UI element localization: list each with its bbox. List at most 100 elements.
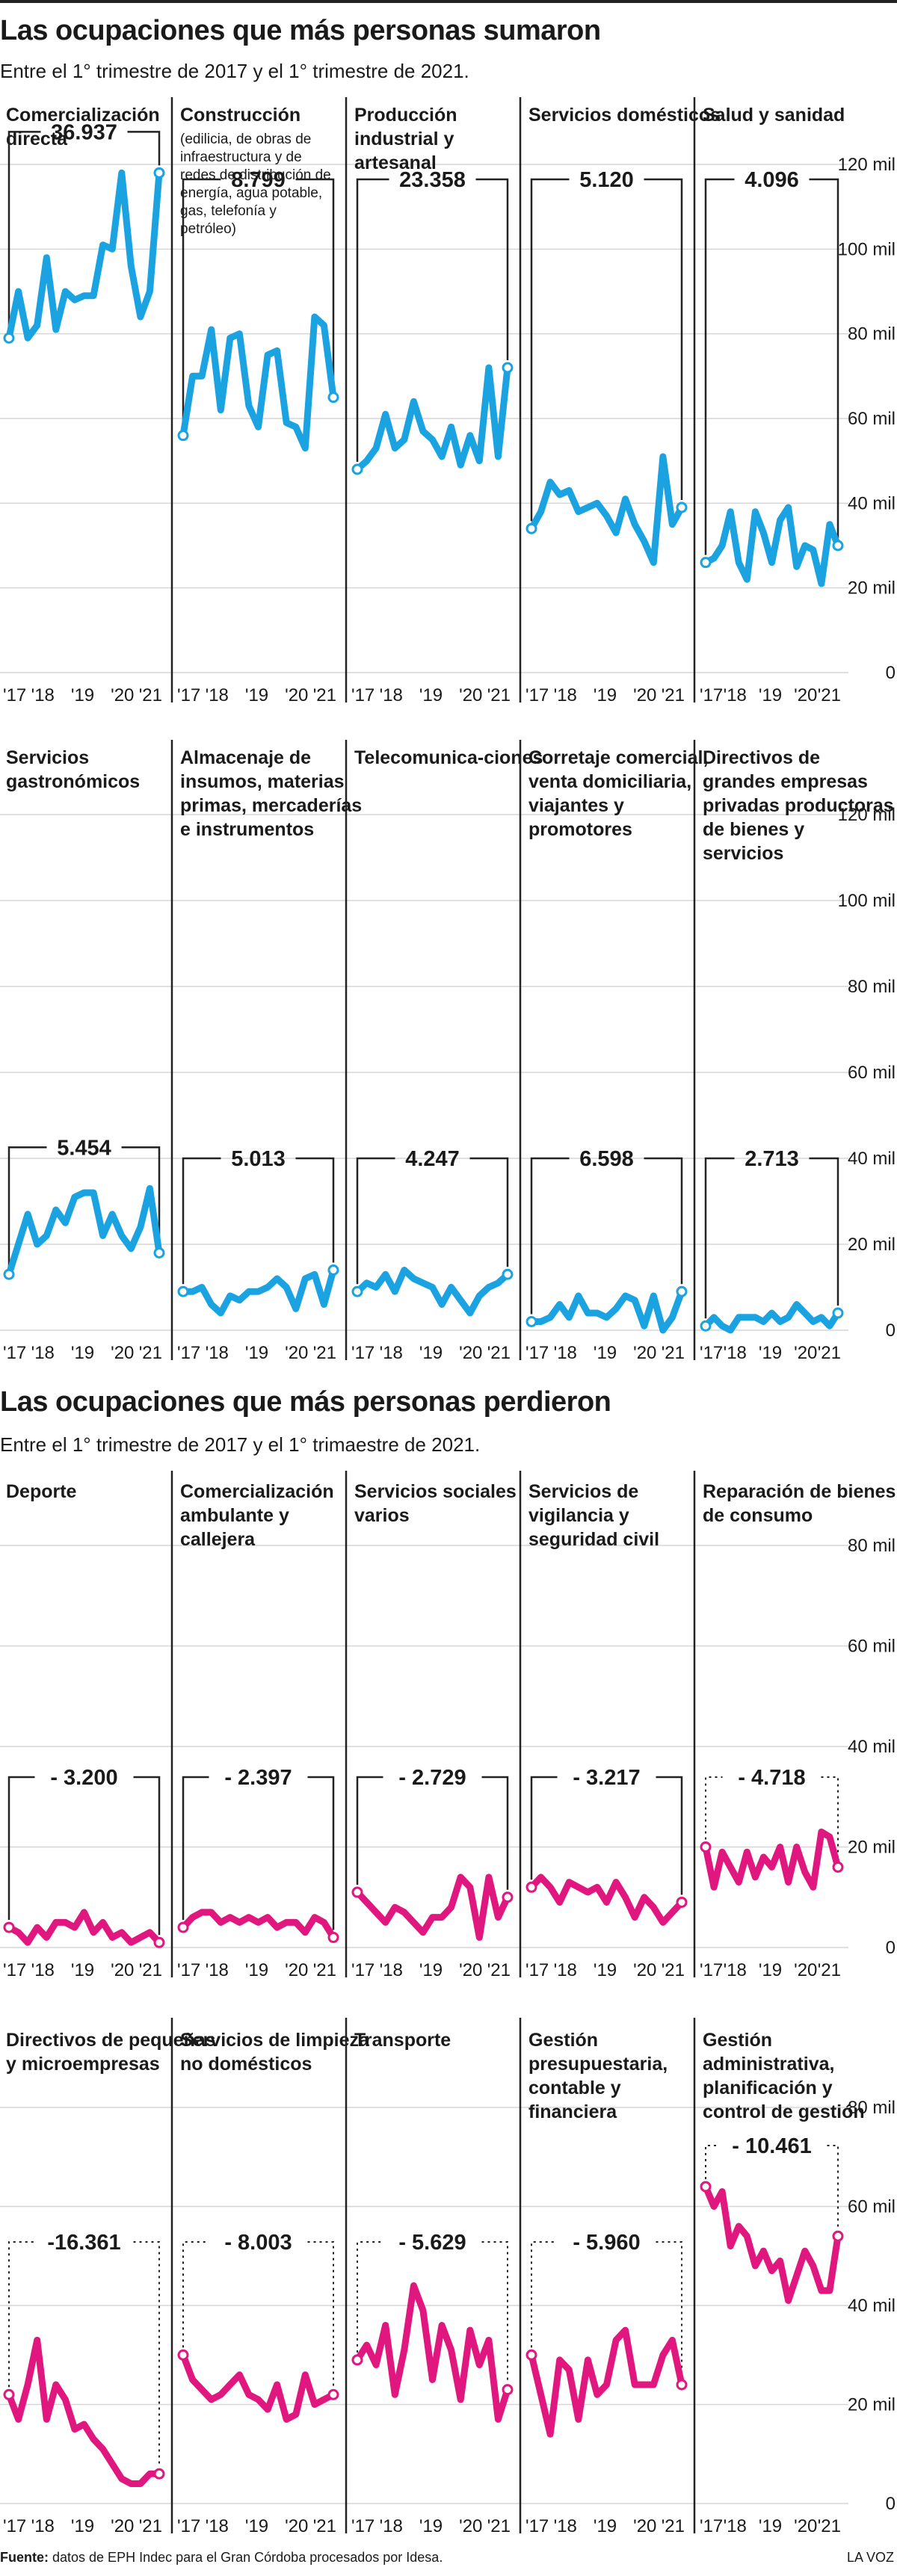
series-endpoint — [177, 1285, 189, 1297]
series-endpoint — [700, 2181, 712, 2193]
delta-label: 2.713 — [745, 1147, 799, 1171]
y-tick-label: 80 mil — [848, 977, 896, 997]
x-tick-label: '21 — [487, 2516, 511, 2536]
delta-connector-left — [182, 1776, 209, 1921]
panel-title-line: no domésticos — [180, 2054, 312, 2075]
delta-connector-right — [821, 1776, 839, 1860]
panel-title-line: Construcción — [180, 105, 300, 126]
x-tick-label: '21 — [139, 685, 162, 705]
series-line — [702, 2183, 842, 2304]
gridlines — [0, 164, 848, 589]
x-tick-label: '17 — [351, 1343, 374, 1363]
delta-label: - 2.729 — [398, 1766, 466, 1790]
panel-title: Comercialización directa — [6, 105, 160, 149]
x-axis-labels: '17'18'19'20'21 — [351, 2516, 511, 2536]
x-tick-label: '17 — [3, 685, 26, 705]
x-tick-label: '18 — [31, 2516, 55, 2536]
series-endpoint — [3, 332, 15, 344]
delta-connector-right — [469, 1157, 509, 1267]
x-tick-label: '19 — [419, 1343, 443, 1363]
panel-title-line: servicios — [703, 843, 783, 864]
panel-title: Directivos de grandes empresas privadas pr… — [703, 747, 894, 864]
delta-connector-right — [809, 1157, 839, 1306]
x-tick-label: '19 — [245, 685, 268, 705]
delta-label: 5.454 — [57, 1136, 111, 1160]
delta-connector-left — [705, 2145, 717, 2179]
delta-label: - 4.718 — [738, 1766, 805, 1790]
delta-connector-right — [481, 1776, 509, 1890]
series-line — [5, 2336, 163, 2487]
series-endpoint — [177, 430, 189, 442]
series-endpoint — [676, 501, 688, 513]
series-line — [702, 504, 842, 587]
x-axis-labels: '17'18'19'20'21 — [177, 2516, 336, 2536]
series-line — [5, 1909, 163, 1946]
section-title-lost: Las ocupaciones que más personas perdier… — [0, 1386, 611, 1418]
y-tick-label: 0 — [886, 663, 896, 683]
delta-label: -16.361 — [47, 2231, 120, 2255]
panel-title: Gestión presupuestaria, contable y financie… — [528, 2030, 668, 2122]
panel-title: Servicios gastronómicos — [6, 747, 140, 792]
x-tick-label: '21 — [139, 1343, 162, 1363]
y-tick-label: 100 mil — [838, 891, 896, 911]
delta-connector-left — [704, 178, 735, 555]
panel-title-line: control de gestión — [703, 2101, 865, 2122]
x-tick-label: '20 — [633, 1343, 656, 1363]
x-tick-label: '21 — [662, 1343, 685, 1363]
y-tick-label: 60 mil — [848, 2197, 896, 2217]
series-line — [354, 364, 511, 473]
y-tick-label: 60 mil — [848, 409, 896, 429]
y-axis-labels: 0 20 mil 40 mil 60 mil 80 mil 100 mil 120 mil — [838, 805, 896, 1341]
panel: Servicios de limpieza no domésticos - 8.00… — [170, 2018, 370, 2536]
panel-title-line: Directivos de pequeñas — [6, 2030, 216, 2051]
series-endpoint — [525, 522, 537, 534]
x-axis-labels: '17'18'19'20'21 — [525, 685, 685, 705]
series-line — [5, 1184, 163, 1278]
series-endpoint — [327, 2388, 339, 2400]
x-tick-label: '18 — [554, 2516, 577, 2536]
delta-connector-left — [182, 1157, 221, 1285]
x-tick-label: '19 — [71, 2516, 94, 2536]
panel-title-line: artesanal — [354, 152, 437, 173]
panel-title-line: Transporte — [354, 2030, 451, 2051]
x-tick-label: '20 — [459, 1960, 482, 1980]
x-axis-labels: '17'18'19'20'21 — [177, 685, 336, 705]
x-tick-label: '21 — [313, 2516, 336, 2536]
x-tick-label: '21 — [313, 685, 336, 705]
delta-connector-left — [7, 131, 41, 331]
x-tick-label: '17 — [525, 1960, 549, 1980]
delta-connector-right — [656, 1776, 683, 1895]
panel-title-line: Salud y sanidad — [703, 105, 845, 126]
x-axis-labels: '17'18'19'20'21 — [3, 2516, 162, 2536]
y-tick-label: 60 mil — [848, 1637, 896, 1657]
series-endpoint — [502, 362, 514, 374]
y-tick-label: 20 mil — [848, 1838, 896, 1858]
panel-title: Reparación de bienes de consumo — [703, 1481, 896, 1526]
delta-label: 36.937 — [51, 120, 117, 144]
y-tick-label: 0 — [886, 1321, 896, 1341]
delta-connector-right — [307, 2241, 334, 2388]
x-tick-label: '21 — [487, 685, 511, 705]
x-tick-label: '19 — [419, 1960, 443, 1980]
y-tick-label: 60 mil — [848, 1063, 896, 1083]
panel-title: Servicios de limpieza no domésticos — [180, 2030, 370, 2075]
x-tick-label: '21 — [313, 1343, 336, 1363]
panel-title-line: Comercialización — [180, 1481, 334, 1502]
x-tick-label: '20 — [794, 2516, 817, 2536]
delta-connector-right — [133, 2241, 160, 2467]
x-tick-label: '18 — [380, 1343, 403, 1363]
panel-title-line: venta domiciliaria, — [528, 771, 691, 792]
x-tick-label: '20 — [285, 2516, 308, 2536]
delta-connector-left — [182, 178, 221, 428]
panel-title: Directivos de pequeñas y microempresas — [6, 2030, 216, 2075]
panel-title-line: seguridad civil — [528, 1529, 659, 1550]
panel-title-line: callejera — [180, 1529, 256, 1550]
series-line — [528, 1288, 685, 1334]
x-tick-label: '17 — [3, 1960, 26, 1980]
x-axis-labels: '17'18'19'20'21 — [525, 2516, 685, 2536]
panel-title-line: Reparación de bienes — [703, 1481, 896, 1502]
delta-label: - 5.960 — [573, 2231, 640, 2255]
panel-title-line: Deporte — [6, 1481, 77, 1502]
x-tick-label: '18 — [724, 1343, 747, 1363]
